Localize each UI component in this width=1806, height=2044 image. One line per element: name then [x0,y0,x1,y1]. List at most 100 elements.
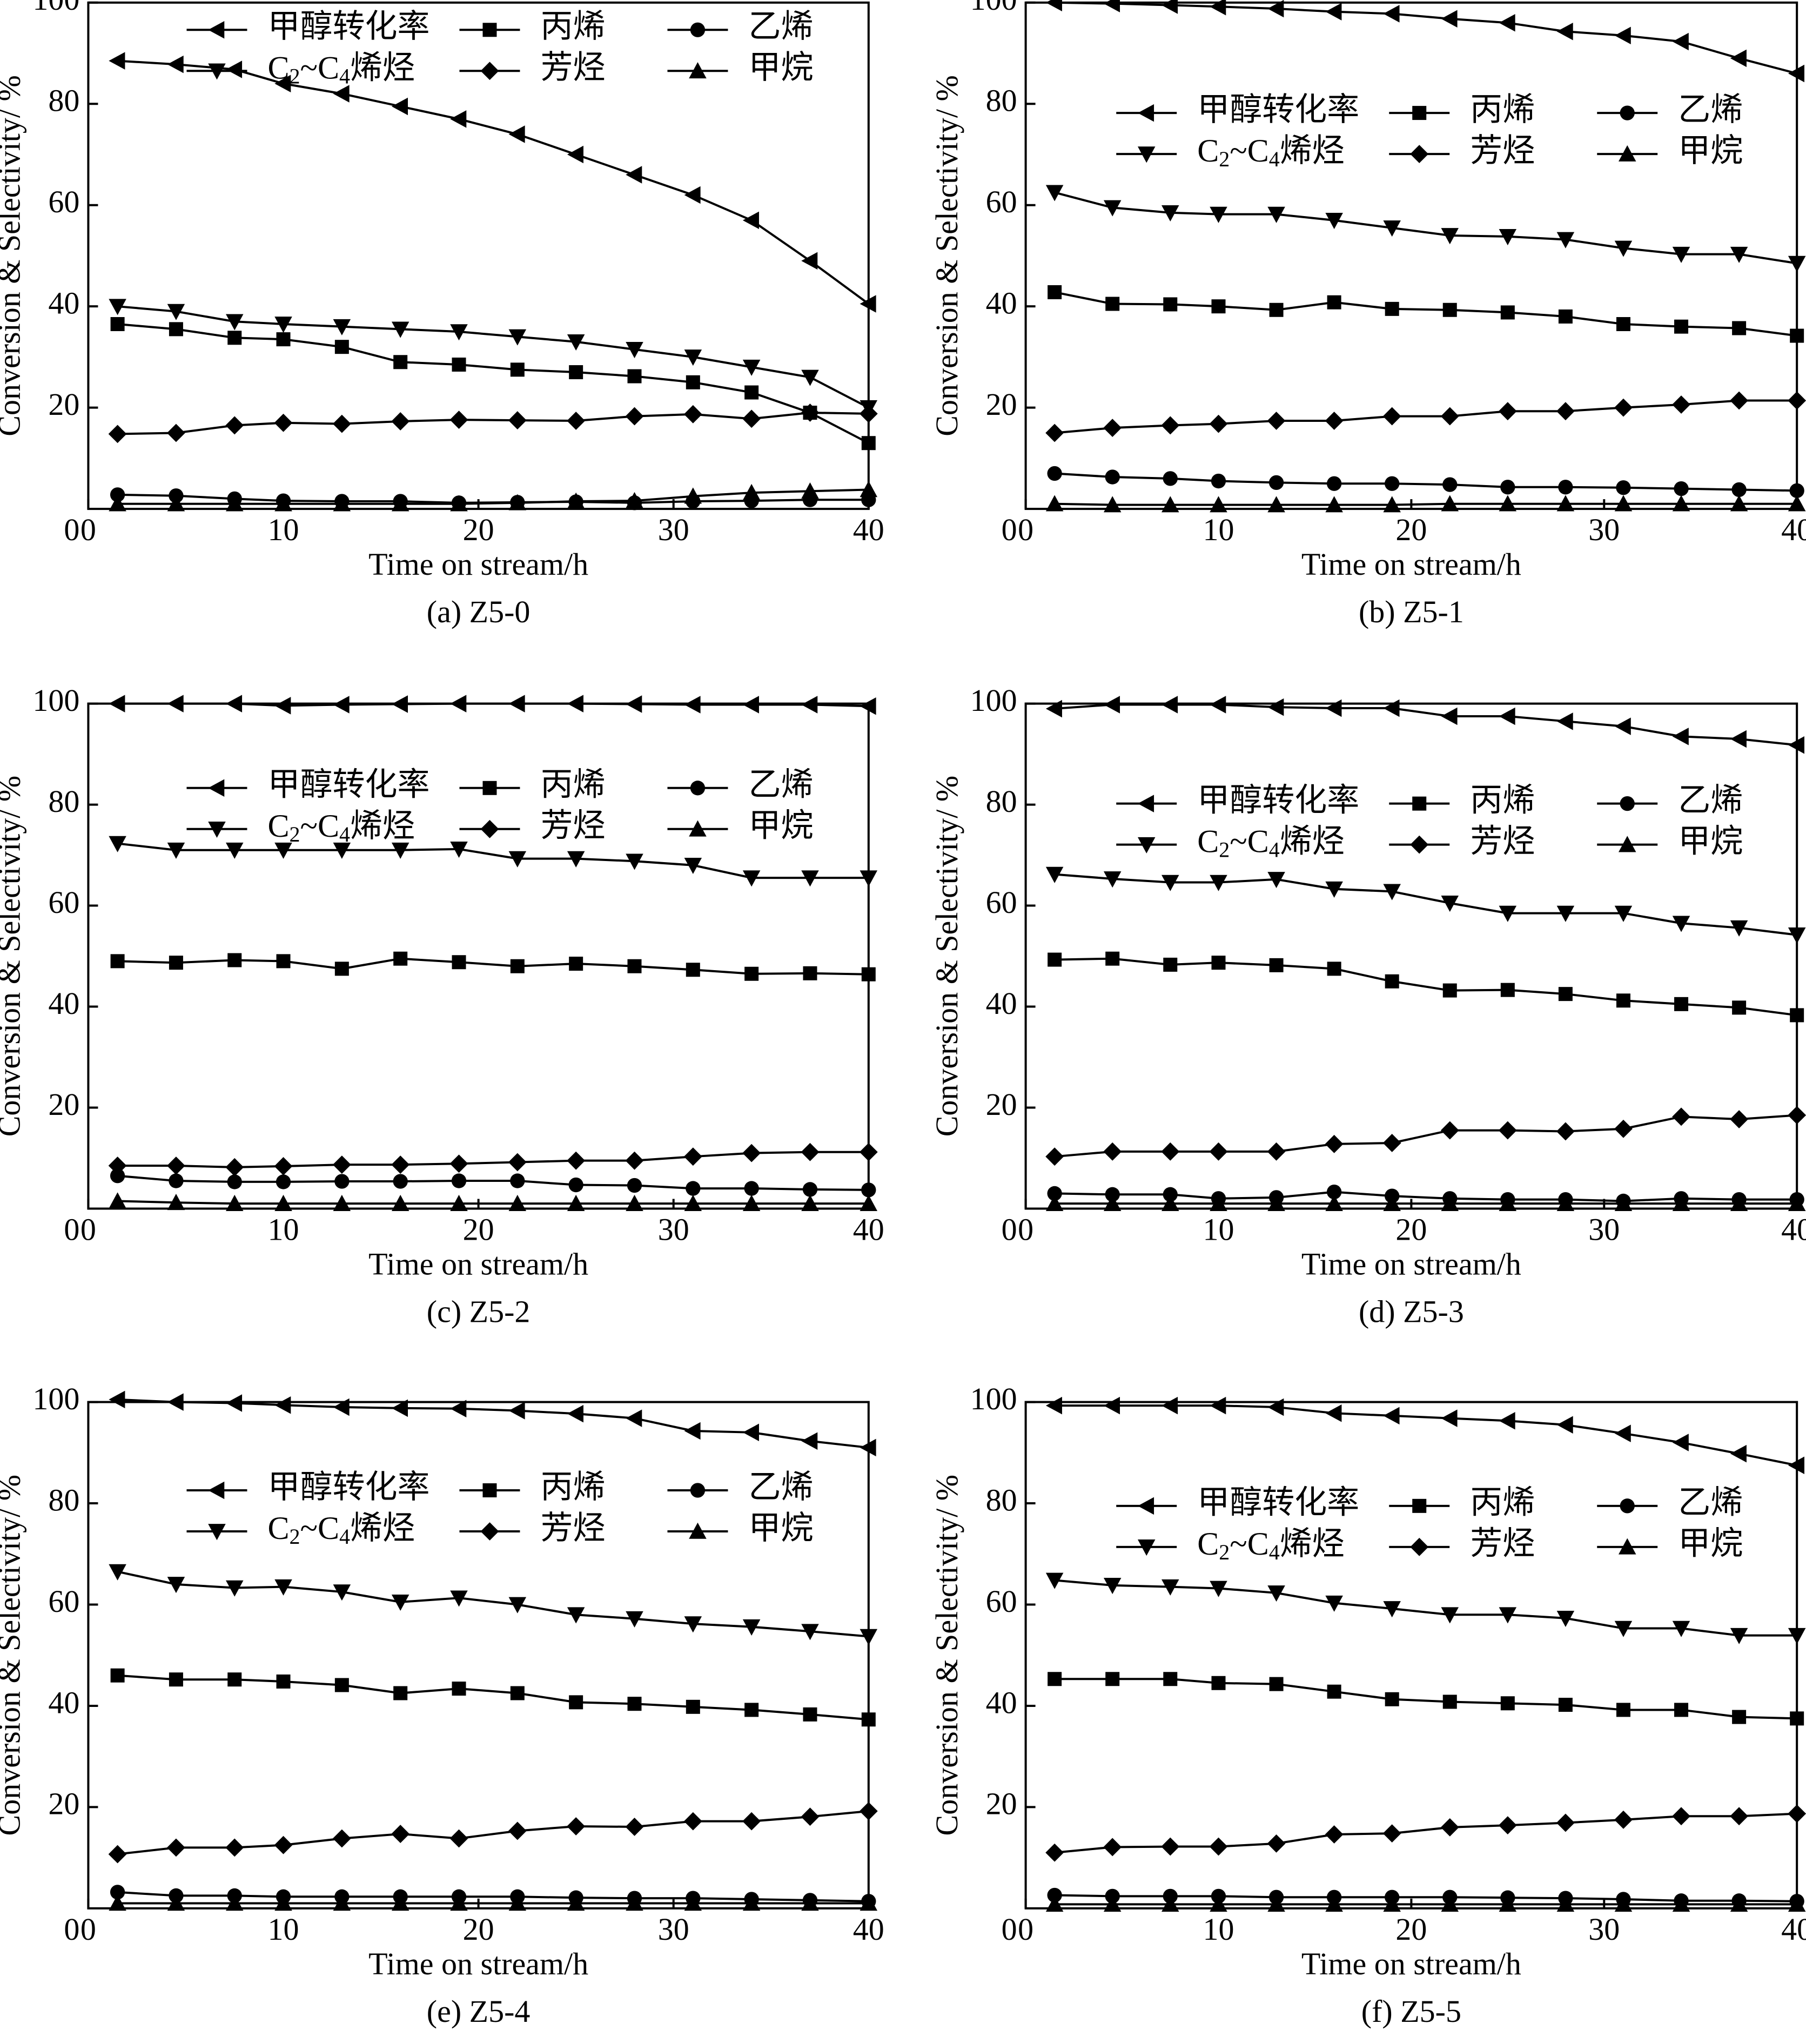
series-methane [109,481,878,512]
data-point [1385,1692,1399,1706]
series-propylene [1048,285,1804,343]
data-point [1267,496,1285,513]
data-point [1614,1194,1633,1211]
data-point [1267,1895,1285,1912]
data-point [567,851,585,868]
series-aromatics [108,1802,878,1864]
y-axis-title: Conversion & Selectivity/ % [0,75,27,436]
data-point [274,842,292,859]
x-tick-label: 30 [658,1212,689,1247]
y-tick-label: 20 [48,1786,79,1821]
data-point [1162,875,1179,891]
data-point [626,1409,642,1427]
data-point [274,1396,291,1414]
data-point [861,436,876,451]
data-point [451,1173,467,1188]
data-point [1211,299,1226,314]
data-point [1498,1121,1517,1140]
data-point [684,1422,701,1440]
data-point [1788,1194,1806,1211]
legend-label: 甲烷 [748,808,813,844]
series-line [117,1398,869,1449]
data-point [684,696,701,714]
y-tick-label: 60 [48,885,79,920]
data-point [1045,1396,1062,1415]
y-tick-label: 100 [32,683,79,718]
data-point [1730,730,1747,748]
data-point [1500,983,1515,997]
legend-label: C2~C4烯烃 [267,1510,415,1549]
data-point [391,1194,409,1211]
data-point [1441,1607,1459,1624]
data-point [274,1835,293,1854]
legend-marker [1410,145,1429,163]
data-point [1163,471,1178,486]
data-point [1730,920,1748,937]
data-point [626,1611,643,1628]
legend-label: C2~C4烯烃 [267,50,415,88]
legend-label: 甲烷 [1678,823,1743,859]
plot-frame [87,1,870,510]
data-point [569,1695,583,1710]
legend-marker [1137,104,1154,122]
data-point [1269,1677,1284,1691]
data-point [274,1194,292,1211]
legend-label-sub2: 2 [1219,838,1230,862]
data-point [333,85,350,103]
data-point [333,319,351,335]
data-point [1210,496,1227,513]
legend-label: 甲醇转化率 [1197,92,1359,127]
series-methanol-conversion [109,52,876,313]
data-point [801,1194,819,1211]
data-point [1326,1184,1342,1200]
data-point [450,1590,468,1607]
data-point [1327,295,1341,310]
data-point [333,1398,350,1416]
data-point [225,60,243,78]
legend-label-olefin: 烯烃 [1280,133,1345,169]
legend-item-aromatics: 芳烃 [459,808,605,844]
data-point [391,695,408,713]
data-point [1500,305,1515,320]
legend-label: 丙烯 [540,9,605,44]
legend-label: 甲醇转化率 [1197,782,1359,818]
legend-item-c2-c4-olefins: C2~C4烯烃 [186,1510,415,1549]
data-point [1161,1837,1180,1856]
series-c2-c4-olefins [109,1564,878,1645]
legend-label: 芳烃 [1470,1526,1535,1562]
data-point [1672,1807,1690,1826]
data-point [1382,407,1401,426]
data-point [1614,1621,1633,1637]
data-point [742,870,761,887]
data-point [1045,1843,1064,1862]
data-point [1045,495,1064,512]
legend-marker [208,1524,226,1541]
series-line [1055,1678,1797,1720]
data-point [1267,206,1285,223]
data-point [1616,1703,1630,1717]
legend-item-propylene: 丙烯 [459,1469,605,1505]
data-point [1614,495,1633,512]
x-tick-label: 10 [1203,1212,1234,1247]
y-tick-label: 40 [986,1685,1017,1720]
data-point [452,955,466,970]
series-line [1055,502,1797,506]
series-methanol-conversion [1045,0,1804,83]
data-point [1383,699,1400,717]
data-point [1267,1585,1285,1602]
data-point [169,1173,184,1188]
data-point [1103,871,1122,888]
x-axis-title: Time on stream/h [1301,1946,1521,1981]
legend-label: 丙烯 [1470,1485,1535,1521]
data-point [1325,1194,1343,1211]
series-methane [1045,1895,1806,1912]
data-point [1162,205,1179,222]
series-line [1054,291,1797,337]
data-point [333,1894,351,1911]
series-line [117,1891,869,1902]
x-tick-label: 10 [268,1212,299,1247]
legend-marker [1618,1538,1636,1555]
data-point [1211,1676,1226,1690]
data-point [332,1155,351,1174]
data-point [508,411,527,429]
